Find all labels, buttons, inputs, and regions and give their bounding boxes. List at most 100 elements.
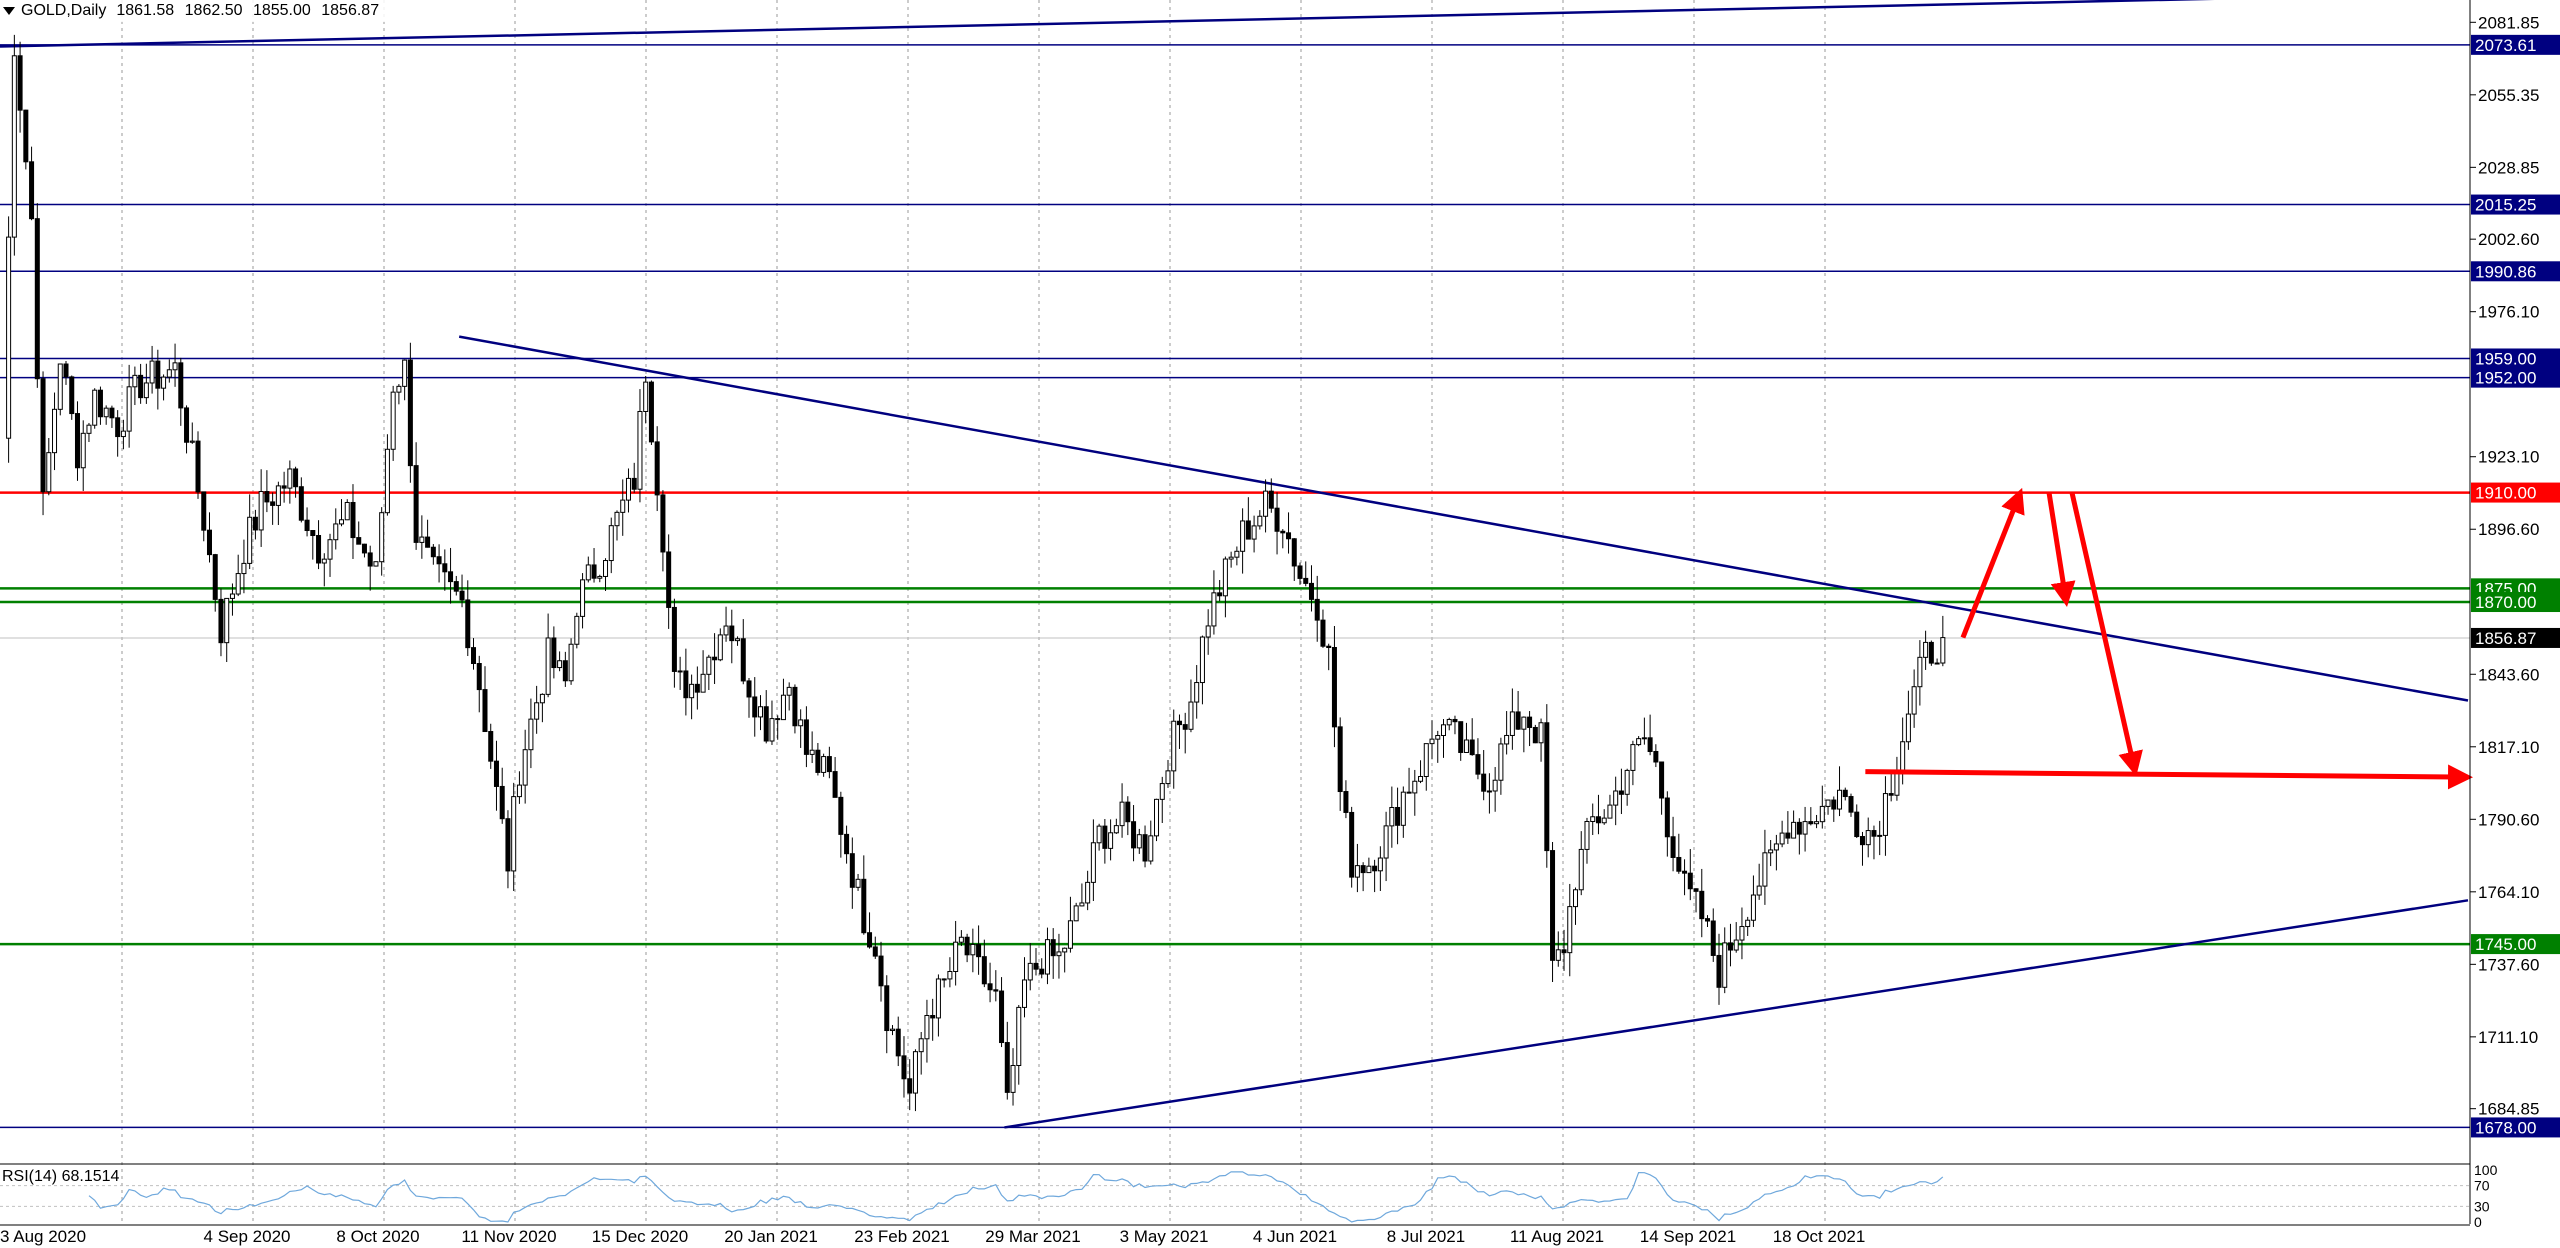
candle-body [597,575,603,579]
candle-body [6,236,12,439]
candle-body [752,696,758,718]
candle-body [252,516,258,531]
projection-arrow [2046,492,2076,607]
candle-body [534,702,540,720]
time-tick-label: 8 Jul 2021 [1387,1227,1465,1246]
candle-body [930,1014,936,1019]
trendline-upper-long [0,0,2215,48]
price-tick-label: 1843.60 [2478,665,2539,684]
candle-body [1664,797,1670,838]
trendlines [0,0,2469,1129]
candle-body [872,946,878,957]
time-tick-label: 8 Oct 2020 [336,1227,419,1246]
price-tick-label: 2002.60 [2478,230,2539,249]
candle-body [1056,951,1062,957]
candle-body [1624,769,1630,795]
candle-body [1607,804,1613,819]
candle-body [1773,843,1779,851]
candle-body [1395,806,1401,826]
candle-body [1618,790,1624,795]
candle-body [1222,558,1228,597]
candle-body [52,408,58,454]
candle-body [1102,825,1108,849]
price-level-tag [2471,934,2560,955]
candle-body [143,382,149,399]
candle-body [80,432,86,469]
candle-body [1423,743,1429,777]
candle-body [1171,720,1177,772]
candle-body [1159,783,1165,800]
candle-body [700,673,706,693]
candle-body [258,491,264,531]
candle-body [493,760,499,787]
time-tick-label: 18 Oct 2021 [1773,1227,1866,1246]
candle-body [1377,857,1383,872]
candle-body [1745,919,1751,928]
price-level-tag [2471,592,2560,613]
candle-body [23,109,29,163]
candle-body [1027,962,1033,981]
trendline-ascending [1004,899,2469,1129]
candle-body [459,590,465,601]
price-level-tag [2471,34,2560,55]
candle-body [901,1055,907,1080]
candle-body [476,663,482,691]
candle-body [115,417,121,438]
candle-body [1406,791,1412,794]
candle-body [92,389,98,426]
candle-body [1544,722,1550,852]
ohlc-values: 1861.58 1862.50 1855.00 1856.87 [116,2,385,20]
candle-body [677,670,683,673]
candle-body [1469,739,1475,756]
candle-body [402,359,408,387]
candle-body [1199,636,1205,684]
candle-body [1676,856,1682,872]
candle-body [608,525,614,562]
candle-body [86,424,92,434]
candle-body [551,637,557,669]
candle-body [1837,789,1843,810]
candle-body [1326,645,1332,648]
candle-body [304,519,310,532]
candle-body [591,564,597,579]
price-level-tag [2471,348,2560,369]
dropdown-triangle-icon[interactable] [3,7,15,15]
high-value: 1862.50 [184,2,243,19]
candle-body [1010,1064,1016,1093]
candle-body [838,796,844,835]
candle-body [361,543,367,554]
candle-body [407,359,413,467]
candle-body [809,749,815,755]
price-tick-label: 2055.35 [2478,86,2539,105]
candle-body [1372,865,1378,872]
time-tick-label: 14 Sep 2021 [1640,1227,1736,1246]
candle-body [373,561,379,567]
candle-body [568,643,574,682]
candle-body [11,55,17,238]
candle-body [132,374,138,388]
candle-body [769,718,775,742]
candle-body [643,381,649,412]
candle-body [1090,842,1096,883]
price-level-label: 1959.00 [2475,349,2536,368]
candle-body [1021,979,1028,1008]
candle-body [310,530,316,537]
candle-body [625,477,631,501]
candle-body [1096,825,1102,844]
candle-body [889,1028,896,1032]
candle-body [1251,525,1257,540]
candle-body [953,941,959,972]
price-tick-label: 1737.60 [2478,955,2539,974]
candle-body [1142,834,1148,862]
candle-body [654,441,660,496]
candle-body [1578,848,1584,891]
candle-body [1004,1042,1010,1093]
candle-body [907,1078,913,1094]
candle-body [29,161,35,220]
candle-body [970,943,976,956]
candle-body [390,391,396,450]
candle-body [69,376,75,415]
candle-body [74,413,80,469]
time-tick-label: 11 Nov 2020 [461,1227,556,1246]
